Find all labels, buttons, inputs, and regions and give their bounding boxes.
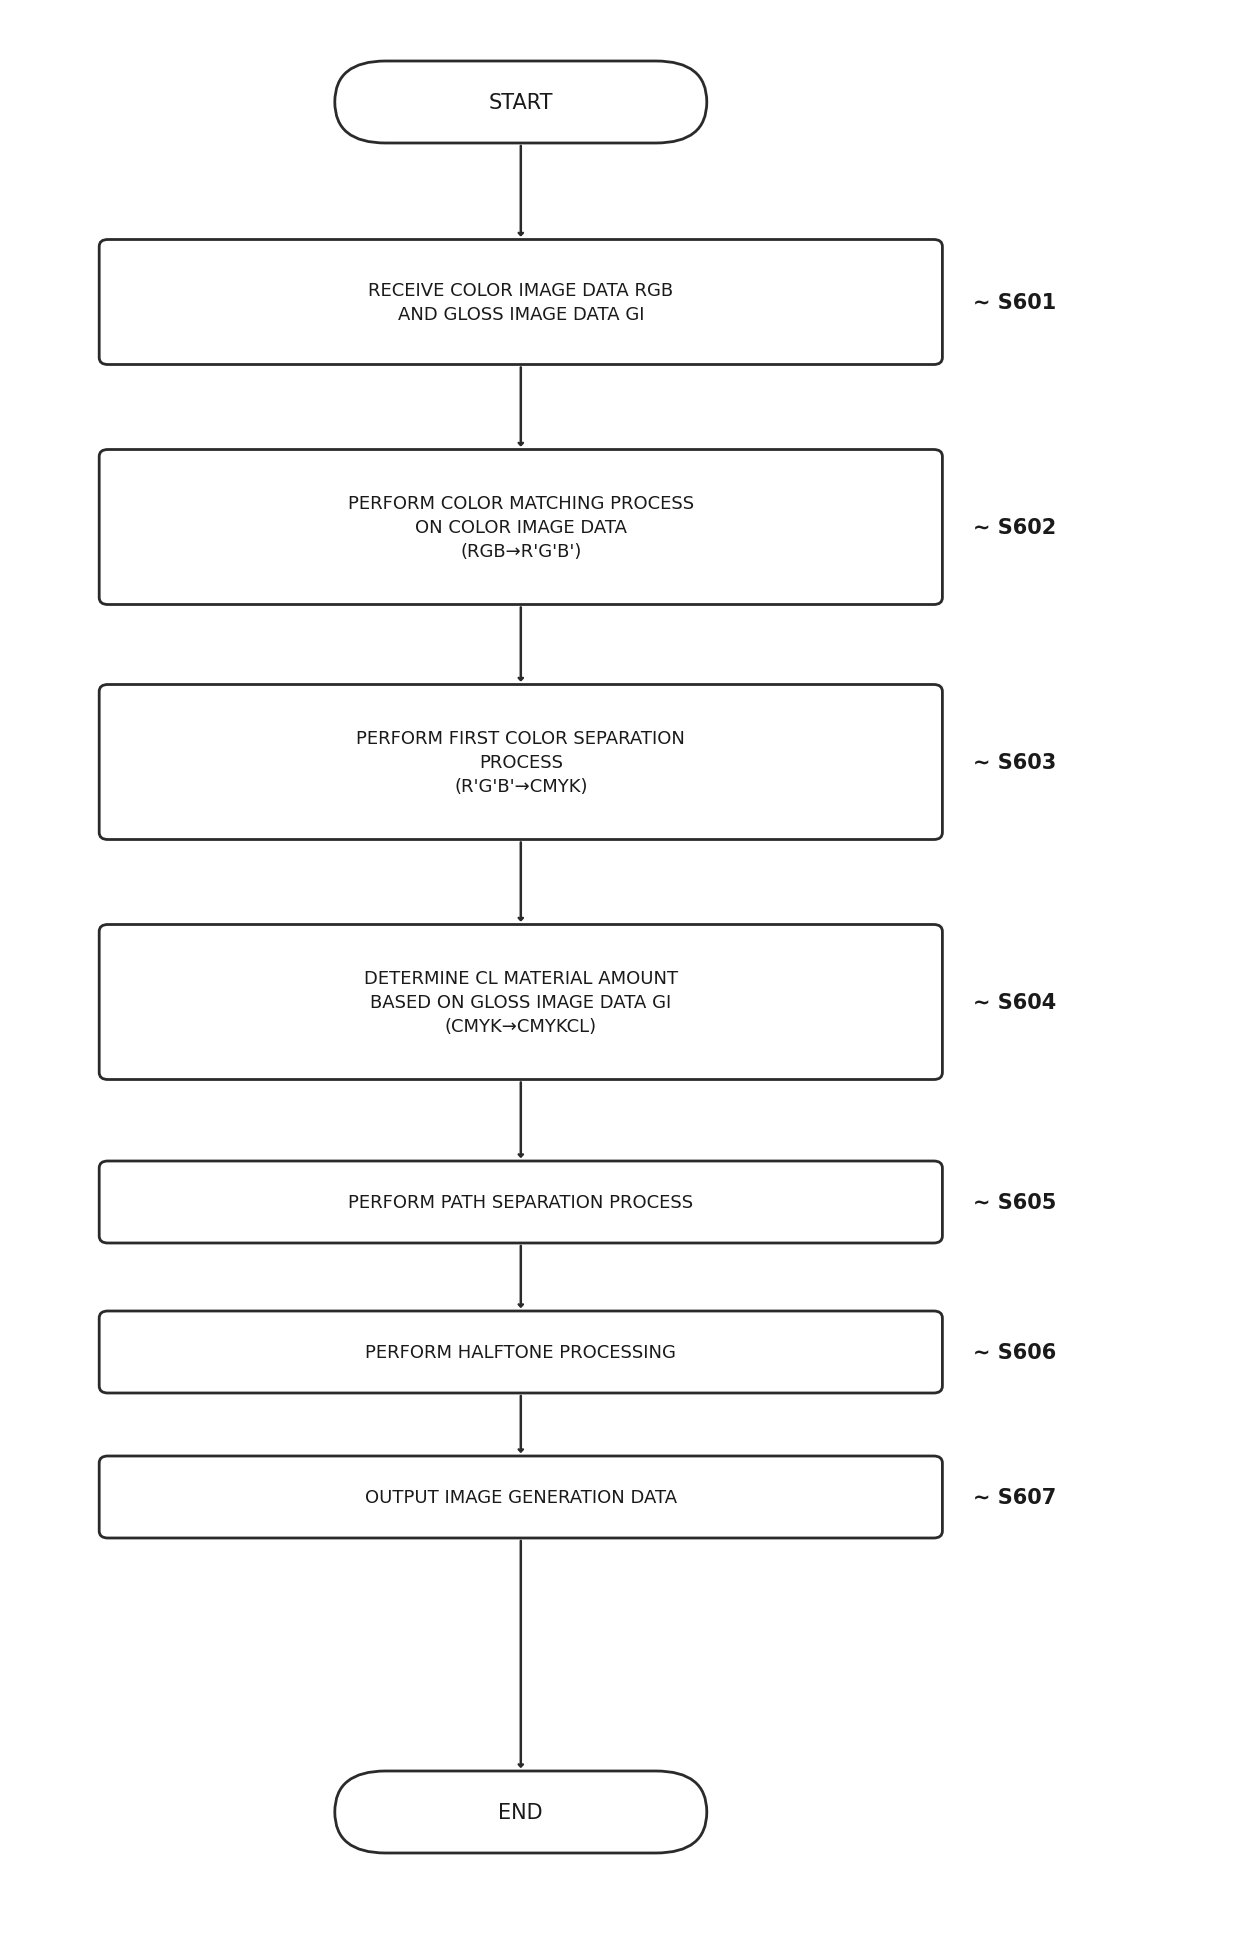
Text: ∼ S602: ∼ S602 [973, 519, 1056, 538]
FancyBboxPatch shape [99, 1311, 942, 1393]
FancyBboxPatch shape [99, 685, 942, 840]
FancyBboxPatch shape [335, 1771, 707, 1853]
FancyBboxPatch shape [99, 1456, 942, 1538]
Text: PERFORM FIRST COLOR SEPARATION
PROCESS
(R'G'B'→CMYK): PERFORM FIRST COLOR SEPARATION PROCESS (… [356, 730, 686, 796]
Text: PERFORM HALFTONE PROCESSING: PERFORM HALFTONE PROCESSING [366, 1343, 676, 1362]
Text: PERFORM COLOR MATCHING PROCESS
ON COLOR IMAGE DATA
(RGB→R'G'B'): PERFORM COLOR MATCHING PROCESS ON COLOR … [347, 495, 694, 562]
FancyBboxPatch shape [99, 926, 942, 1080]
FancyBboxPatch shape [335, 63, 707, 145]
Text: START: START [489, 92, 553, 114]
Text: ∼ S606: ∼ S606 [973, 1343, 1056, 1362]
Text: END: END [498, 1802, 543, 1822]
FancyBboxPatch shape [99, 241, 942, 366]
Text: ∼ S603: ∼ S603 [973, 753, 1056, 773]
Text: ∼ S607: ∼ S607 [973, 1487, 1056, 1507]
Text: ∼ S601: ∼ S601 [973, 294, 1056, 313]
Text: DETERMINE CL MATERIAL AMOUNT
BASED ON GLOSS IMAGE DATA GI
(CMYK→CMYKCL): DETERMINE CL MATERIAL AMOUNT BASED ON GL… [363, 969, 678, 1035]
FancyBboxPatch shape [99, 1161, 942, 1243]
Text: ∼ S604: ∼ S604 [973, 992, 1056, 1012]
Text: PERFORM PATH SEPARATION PROCESS: PERFORM PATH SEPARATION PROCESS [348, 1194, 693, 1211]
Text: ∼ S605: ∼ S605 [973, 1192, 1056, 1213]
FancyBboxPatch shape [99, 450, 942, 605]
Text: OUTPUT IMAGE GENERATION DATA: OUTPUT IMAGE GENERATION DATA [365, 1487, 677, 1507]
Text: RECEIVE COLOR IMAGE DATA RGB
AND GLOSS IMAGE DATA GI: RECEIVE COLOR IMAGE DATA RGB AND GLOSS I… [368, 282, 673, 325]
